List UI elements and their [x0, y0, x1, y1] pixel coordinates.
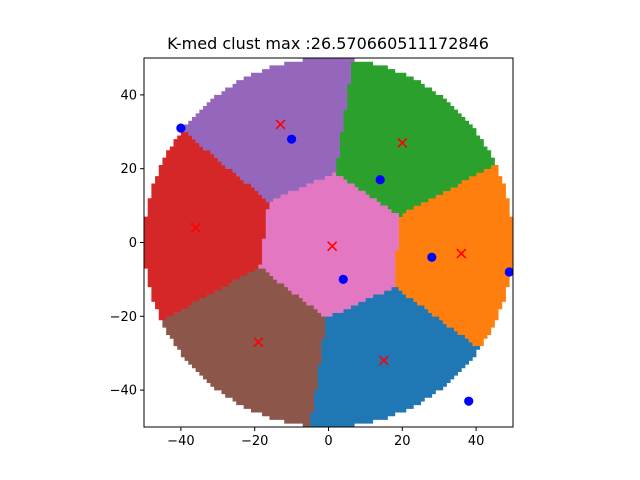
medoid-marker-4 — [190, 222, 201, 233]
cluster-regions — [144, 58, 513, 427]
medoid-markers — [190, 119, 467, 366]
x-tick-label: 20 — [394, 434, 411, 449]
blue-point-2 — [287, 134, 297, 144]
medoid-marker-7 — [327, 241, 338, 252]
y-axis: −40 −20 0 20 40 — [110, 88, 144, 399]
medoid-marker-1 — [378, 355, 389, 366]
blue-point-5 — [504, 267, 513, 277]
chart-title: K-med clust max :26.570660511172846 — [167, 34, 489, 53]
medoid-marker-2 — [456, 248, 467, 259]
cluster-region-1 — [310, 286, 481, 427]
blue-point-4 — [427, 252, 437, 262]
x-tick-label: −20 — [241, 434, 268, 449]
cluster-region-7 — [258, 172, 399, 317]
cluster-region-4 — [144, 131, 270, 321]
y-tick-label: 20 — [120, 162, 137, 177]
x-tick-label: 0 — [324, 434, 332, 449]
y-tick-label: −20 — [110, 310, 137, 325]
x-tick-label: 40 — [468, 434, 485, 449]
blue-points — [176, 123, 513, 406]
cluster-region-5 — [180, 58, 355, 203]
blue-point-7 — [464, 396, 474, 406]
cluster-region-2 — [394, 165, 513, 347]
medoid-marker-5 — [275, 119, 286, 130]
cluster-region-3 — [335, 61, 495, 217]
y-tick-label: −40 — [110, 384, 137, 399]
medoid-marker-3 — [397, 137, 408, 148]
blue-point-1 — [176, 123, 186, 133]
cluster-region-6 — [162, 268, 326, 427]
blue-point-3 — [375, 175, 385, 185]
x-tick-label: −40 — [167, 434, 194, 449]
medoid-marker-6 — [253, 337, 264, 348]
x-axis: −40 −20 0 20 40 — [167, 427, 484, 449]
blue-point-6 — [338, 274, 348, 284]
y-tick-label: 0 — [129, 236, 137, 251]
y-tick-label: 40 — [120, 88, 137, 103]
